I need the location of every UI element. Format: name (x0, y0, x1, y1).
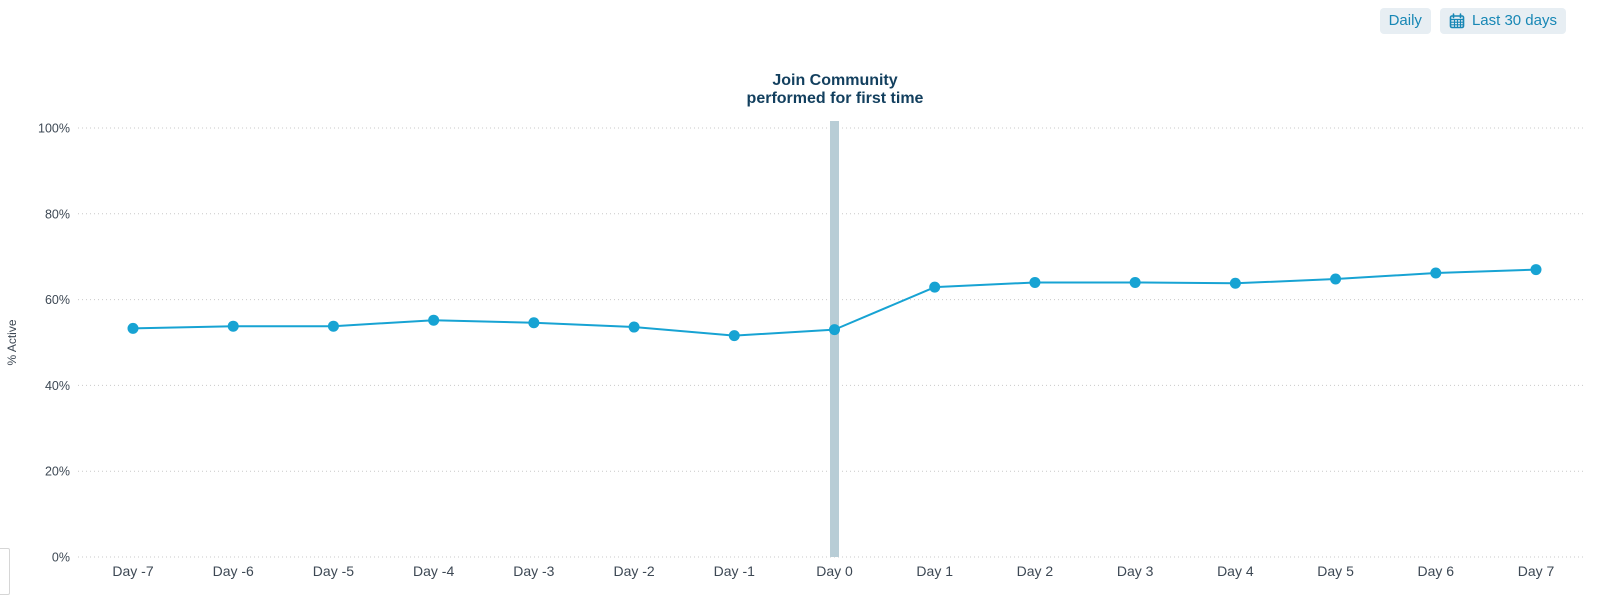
x-axis-tick-label: Day 5 (1317, 563, 1354, 579)
y-axis-tick-label: 100% (38, 122, 70, 136)
x-axis-tick-label: Day 0 (816, 563, 853, 579)
chart-title-line2: performed for first time (746, 90, 924, 107)
x-axis-tick-label: Day 7 (1518, 563, 1555, 579)
y-axis-tick-label: 0% (52, 551, 70, 565)
x-axis-tick-label: Day 3 (1117, 563, 1154, 579)
chart-title-line1: Join Community (772, 72, 898, 89)
x-axis-tick-label: Day -3 (513, 563, 554, 579)
granularity-label: Daily (1388, 12, 1422, 29)
data-point[interactable] (728, 330, 740, 342)
data-point[interactable] (428, 314, 440, 326)
y-axis-tick-label: 20% (45, 465, 70, 479)
data-point[interactable] (1129, 276, 1141, 288)
event-marker-line (830, 121, 839, 557)
chart-controls: Daily Last 30 days (1379, 8, 1566, 34)
data-point[interactable] (628, 321, 640, 333)
data-point[interactable] (127, 322, 139, 334)
data-point[interactable] (1229, 277, 1241, 289)
data-point[interactable] (528, 317, 540, 329)
y-axis-tick-label: 80% (45, 207, 70, 221)
data-point[interactable] (327, 320, 339, 332)
data-point[interactable] (1029, 276, 1041, 288)
granularity-button[interactable]: Daily (1379, 8, 1431, 34)
data-point[interactable] (1430, 267, 1442, 279)
calendar-icon (1449, 13, 1465, 29)
y-axis-title: % Active (5, 319, 19, 365)
x-axis-tick-label: Day 2 (1017, 563, 1054, 579)
x-axis-tick-label: Day -5 (313, 563, 354, 579)
date-range-label: Last 30 days (1471, 12, 1557, 29)
x-axis-tick-label: Day -1 (714, 563, 755, 579)
x-axis-tick-label: Day -7 (112, 563, 153, 579)
y-axis-tick-label: 60% (45, 293, 70, 307)
partial-legend-box (0, 548, 10, 595)
x-axis-tick-label: Day 1 (916, 563, 953, 579)
data-point[interactable] (1330, 273, 1342, 285)
x-axis-tick-label: Day -4 (413, 563, 454, 579)
y-axis-tick-label: 40% (45, 379, 70, 393)
data-point[interactable] (1530, 264, 1542, 276)
x-axis-tick-label: Day -2 (613, 563, 654, 579)
data-point[interactable] (227, 320, 239, 332)
date-range-button[interactable]: Last 30 days (1439, 8, 1566, 34)
data-point[interactable] (929, 281, 941, 293)
x-axis-tick-label: Day -6 (213, 563, 254, 579)
x-axis-tick-label: Day 6 (1417, 563, 1454, 579)
data-point[interactable] (829, 324, 840, 336)
chart-title: Join Community performed for first time (747, 72, 924, 108)
x-axis-tick-label: Day 4 (1217, 563, 1254, 579)
